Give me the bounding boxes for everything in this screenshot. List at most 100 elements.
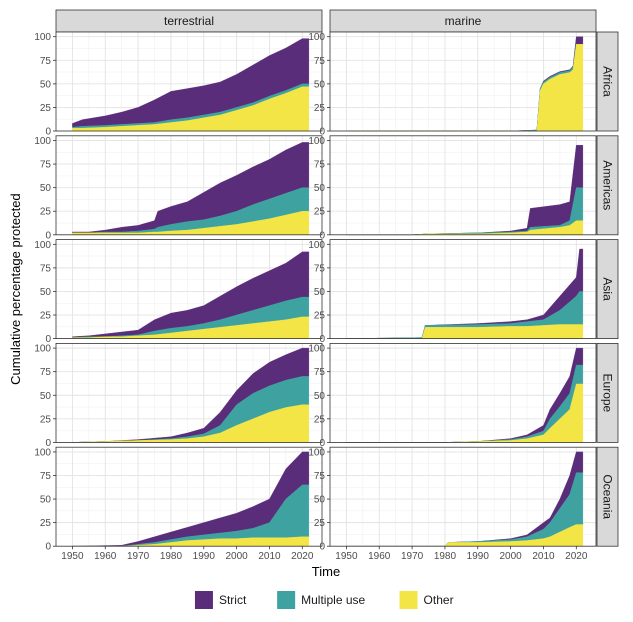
x-tick-label: 1990: [193, 551, 216, 562]
y-tick-label: 75: [314, 56, 326, 67]
x-tick-label: 2010: [258, 551, 281, 562]
y-tick-label: 0: [319, 542, 325, 553]
legend-label-other: Other: [424, 593, 454, 607]
panel-border: [55, 342, 323, 443]
y-tick-label: 25: [314, 518, 326, 529]
panel-terrestrial-Europe: 0 25 50 75 100: [34, 342, 323, 449]
y-tick-label: 100: [34, 240, 51, 251]
facet-strip-Oceania: [596, 446, 619, 547]
legend-key-multiple-use: [277, 591, 296, 609]
y-tick-label: 25: [314, 207, 326, 218]
panel-border: [329, 239, 597, 340]
y-tick-label: 25: [40, 414, 52, 425]
x-tick-label: 1960: [94, 551, 117, 562]
y-tick-label: 100: [308, 344, 325, 355]
y-tick-label: 25: [314, 103, 326, 114]
panel-border: [55, 31, 323, 132]
y-tick-label: 50: [40, 183, 52, 194]
x-tick-label: 2020: [565, 551, 588, 562]
y-tick-label: 75: [40, 471, 52, 482]
legend: Strict Multiple use Other: [194, 591, 454, 609]
panel-marine-Americas: 0 25 50 75 100: [308, 135, 597, 241]
panel-terrestrial-Americas: 0 25 50 75 100: [34, 135, 323, 241]
legend-label-strict: Strict: [219, 593, 247, 607]
panel-border: [55, 446, 323, 547]
panel-terrestrial-Oceania: 0 25 50 75 100: [34, 446, 323, 553]
y-tick-label: 0: [319, 127, 325, 138]
facet-strip-Africa: [596, 31, 619, 132]
y-tick-label: 0: [319, 230, 325, 241]
panel-border: [329, 342, 597, 443]
facet-strip-label-terrestrial: terrestrial: [164, 14, 214, 28]
x-tick-label: 2000: [499, 551, 522, 562]
facet-strip-label-Oceania: Oceania: [601, 474, 615, 519]
y-tick-label: 0: [319, 438, 325, 449]
y-tick-label: 100: [308, 136, 325, 147]
facet-strip-Europe: [596, 342, 619, 443]
panel-marine-Oceania: 0 25 50 75 100: [308, 446, 597, 553]
y-tick-label: 25: [40, 207, 52, 218]
panel-marine-Asia: 0 25 50 75 100: [308, 239, 597, 345]
y-tick-label: 100: [34, 136, 51, 147]
y-tick-label: 25: [314, 311, 326, 322]
y-tick-label: 75: [40, 56, 52, 67]
panel-terrestrial-Africa: 0 25 50 75 100: [34, 31, 323, 138]
y-tick-label: 0: [319, 334, 325, 345]
y-tick-label: 50: [314, 391, 326, 402]
y-tick-label: 50: [314, 183, 326, 194]
facet-strip-label-Europe: Europe: [601, 374, 615, 413]
x-tick-label: 1950: [335, 551, 358, 562]
panel-border: [55, 135, 323, 236]
facet-strip-Asia: [596, 239, 619, 340]
y-tick-label: 0: [45, 230, 51, 241]
y-tick-label: 100: [34, 32, 51, 43]
x-tick-label: 1980: [160, 551, 183, 562]
panel-terrestrial-Asia: 0 25 50 75 100: [34, 239, 323, 345]
x-tick-label: 1980: [434, 551, 457, 562]
facet-strip-Americas: [596, 135, 619, 236]
x-tick-label: 2020: [291, 551, 314, 562]
y-tick-label: 100: [34, 447, 51, 458]
legend-key-other: [399, 591, 418, 609]
y-tick-label: 50: [314, 495, 326, 506]
y-tick-label: 25: [40, 311, 52, 322]
y-tick-label: 100: [34, 344, 51, 355]
y-tick-label: 25: [40, 103, 52, 114]
y-tick-label: 75: [314, 263, 326, 274]
y-tick-label: 100: [308, 32, 325, 43]
y-tick-label: 75: [40, 367, 52, 378]
panel-border: [55, 239, 323, 340]
y-tick-label: 25: [314, 414, 326, 425]
panel-marine-Africa: 0 25 50 75 100: [308, 31, 597, 138]
facet-strip-label-Asia: Asia: [601, 277, 615, 301]
y-tick-label: 0: [45, 542, 51, 553]
y-tick-label: 75: [40, 263, 52, 274]
facet-strip-label-Americas: Americas: [601, 160, 615, 210]
y-tick-label: 50: [40, 495, 52, 506]
x-tick-label: 1990: [467, 551, 490, 562]
y-tick-label: 50: [314, 79, 326, 90]
y-tick-label: 100: [308, 240, 325, 251]
y-tick-label: 50: [40, 79, 52, 90]
y-tick-label: 50: [314, 287, 326, 298]
x-tick-label: 1950: [61, 551, 84, 562]
y-tick-label: 50: [40, 287, 52, 298]
panel-marine-Europe: 0 25 50 75 100: [308, 342, 597, 449]
y-axis-title: Cumulative percentage protected: [8, 193, 23, 385]
y-tick-label: 50: [40, 391, 52, 402]
y-tick-label: 75: [314, 160, 326, 171]
facet-strip-label-Africa: Africa: [601, 66, 615, 97]
x-tick-label: 2010: [532, 551, 555, 562]
x-tick-label: 1970: [401, 551, 424, 562]
panel-border: [329, 31, 597, 132]
legend-label-multiple-use: Multiple use: [301, 593, 365, 607]
panel-border: [329, 446, 597, 547]
y-tick-label: 25: [40, 518, 52, 529]
y-tick-label: 75: [314, 367, 326, 378]
y-tick-label: 0: [45, 438, 51, 449]
facet-strip-label-marine: marine: [445, 14, 482, 28]
x-axis-title: Time: [312, 564, 340, 579]
y-tick-label: 0: [45, 127, 51, 138]
x-tick-label: 1970: [127, 551, 150, 562]
